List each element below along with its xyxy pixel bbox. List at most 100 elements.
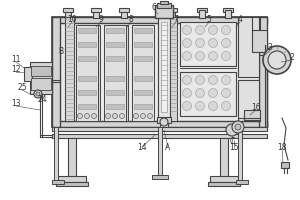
Circle shape (235, 124, 241, 130)
Circle shape (221, 75, 230, 84)
Bar (106, 76, 124, 81)
Bar (244, 110, 260, 120)
Text: A: A (165, 144, 171, 152)
Circle shape (221, 25, 230, 34)
Bar (106, 104, 124, 109)
Bar (220, 138, 228, 178)
Text: 7: 7 (174, 16, 178, 24)
Bar (208, 182, 240, 186)
Circle shape (221, 102, 230, 110)
Circle shape (112, 114, 118, 118)
Bar (78, 104, 96, 109)
Circle shape (221, 38, 230, 47)
Bar (180, 72, 236, 116)
Circle shape (196, 25, 205, 34)
Circle shape (134, 114, 139, 118)
Circle shape (208, 51, 217, 60)
Bar (259, 17, 267, 127)
Text: 4: 4 (238, 16, 242, 24)
Bar (92, 25, 100, 121)
Bar (134, 76, 152, 81)
Bar (199, 10, 205, 18)
Bar (134, 104, 152, 109)
Bar (180, 22, 236, 66)
Bar (167, 8, 177, 12)
Circle shape (208, 38, 217, 47)
Bar (169, 10, 175, 18)
Bar (161, 22, 167, 112)
Circle shape (182, 75, 191, 84)
Bar (160, 1, 168, 4)
Bar (52, 127, 267, 131)
Circle shape (36, 92, 40, 96)
Circle shape (182, 38, 191, 47)
Circle shape (196, 51, 205, 60)
Circle shape (221, 88, 230, 98)
Circle shape (263, 46, 291, 74)
Circle shape (226, 124, 238, 136)
Bar (238, 80, 259, 121)
Bar (281, 162, 289, 168)
Bar (52, 17, 60, 127)
Bar (134, 42, 152, 47)
Circle shape (196, 88, 205, 98)
Bar (106, 42, 124, 47)
Bar (65, 17, 74, 121)
Text: 8: 8 (129, 16, 134, 24)
Bar (225, 10, 231, 18)
Bar (132, 25, 154, 121)
Bar (104, 25, 126, 121)
Bar (52, 17, 267, 127)
Circle shape (34, 90, 42, 98)
Bar (30, 62, 52, 94)
Bar (197, 8, 207, 12)
Bar (24, 67, 32, 81)
Bar (52, 121, 267, 127)
Circle shape (182, 25, 191, 34)
Circle shape (208, 102, 217, 110)
Text: C: C (230, 138, 235, 146)
Text: 14: 14 (137, 142, 147, 152)
Bar (31, 66, 51, 76)
Circle shape (232, 121, 244, 133)
Bar (236, 180, 248, 184)
Circle shape (196, 38, 205, 47)
Bar (93, 10, 99, 18)
Circle shape (208, 75, 217, 84)
Bar (91, 8, 101, 12)
Circle shape (182, 88, 191, 98)
Text: 18: 18 (277, 144, 287, 152)
Bar (134, 28, 152, 33)
Circle shape (208, 25, 217, 34)
Text: 12: 12 (11, 66, 21, 74)
Bar (78, 28, 96, 33)
Circle shape (160, 118, 168, 126)
Bar (158, 127, 162, 177)
Circle shape (85, 114, 89, 118)
Text: B: B (58, 47, 64, 56)
Bar (54, 127, 58, 182)
Bar (78, 76, 96, 81)
Bar (106, 28, 124, 33)
Text: 13: 13 (11, 99, 21, 108)
Circle shape (77, 114, 83, 118)
Circle shape (208, 88, 217, 98)
Circle shape (119, 114, 124, 118)
Bar (238, 17, 259, 77)
Bar (238, 127, 242, 182)
Bar (160, 123, 168, 128)
Bar (121, 10, 127, 18)
Bar (63, 8, 73, 12)
Circle shape (221, 51, 230, 60)
Bar (210, 176, 238, 182)
Bar (225, 10, 231, 18)
Bar (52, 17, 267, 23)
Bar (169, 17, 177, 121)
Text: 25: 25 (17, 84, 27, 92)
Circle shape (196, 75, 205, 84)
Text: 6: 6 (152, 3, 156, 12)
Circle shape (182, 102, 191, 110)
Bar (68, 138, 76, 178)
Text: 3: 3 (268, 44, 272, 52)
Circle shape (268, 51, 286, 69)
